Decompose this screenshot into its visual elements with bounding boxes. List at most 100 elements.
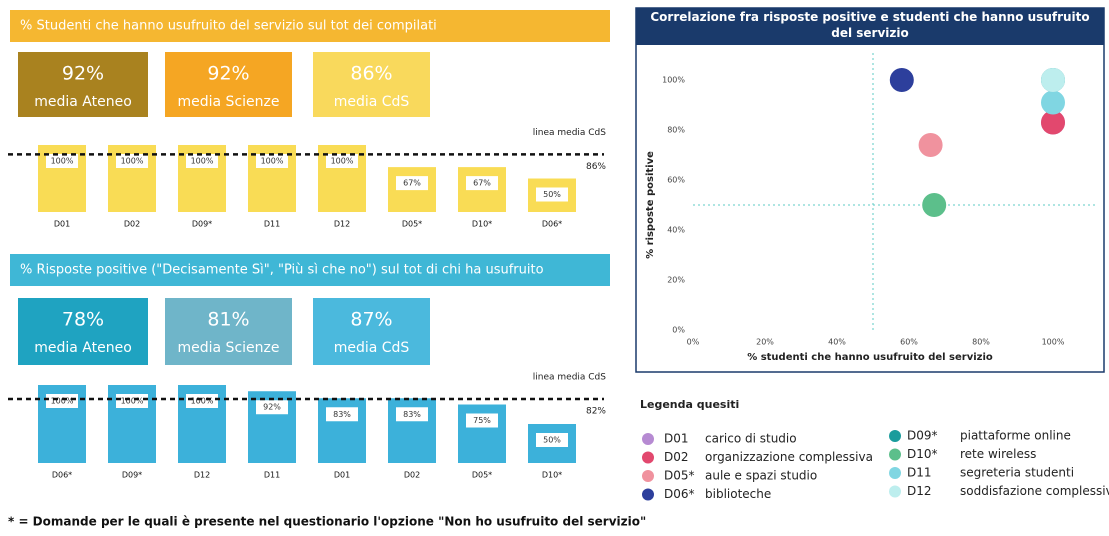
- value-label-box: [186, 394, 218, 408]
- value-label-box: [116, 394, 148, 408]
- value-label-box: [46, 394, 78, 408]
- value-label-box: [536, 433, 568, 447]
- category-label: D06*: [542, 220, 562, 229]
- bar: [458, 404, 506, 463]
- x-tick-label: 0%: [687, 338, 700, 347]
- kpi-label: media Scienze: [178, 94, 280, 110]
- value-label-box: [46, 154, 78, 168]
- legend-description: organizzazione complessiva: [705, 450, 873, 464]
- legend-name: D01: [664, 432, 689, 446]
- point: [922, 193, 947, 217]
- point: [1041, 110, 1065, 135]
- legend-description: segreteria studenti: [960, 466, 1074, 480]
- category-label: D10*: [472, 220, 492, 229]
- value-label-box: [396, 176, 428, 191]
- legend-name: D09*: [907, 429, 938, 443]
- reference-label: linea media CdS: [533, 373, 607, 383]
- kpi-label: media Ateneo: [34, 340, 132, 356]
- y-tick-label: 40%: [667, 226, 685, 235]
- y-axis-label: % risposte positive: [645, 151, 656, 259]
- value-label: 100%: [51, 397, 74, 406]
- kpi-box: [313, 298, 430, 365]
- legend-swatch: [889, 485, 901, 498]
- category-label: D02: [404, 471, 420, 480]
- kpi-value: 92%: [62, 63, 104, 85]
- point: [918, 133, 943, 157]
- value-label: 100%: [331, 157, 354, 166]
- banner-title: % Studenti che hanno usufruito del servi…: [20, 19, 437, 34]
- category-label: D06*: [52, 471, 72, 480]
- legend-name: D11: [907, 466, 932, 480]
- category-label: D10*: [542, 471, 562, 480]
- y-tick-label: 0%: [672, 326, 685, 335]
- legend-name: D06*: [664, 487, 695, 501]
- y-tick-label: 80%: [667, 126, 685, 135]
- panel-title-box: Correlazione fra risposte positive e stu…: [650, 10, 1090, 40]
- kpi-label: media CdS: [334, 340, 410, 356]
- value-label-box: [466, 413, 498, 428]
- value-label-box: [466, 176, 498, 191]
- value-label-box: [396, 407, 428, 422]
- category-label: D11: [264, 471, 280, 480]
- category-label: D05*: [472, 471, 492, 480]
- category-label: D09*: [192, 220, 212, 229]
- legend-description: piattaforme online: [960, 429, 1071, 443]
- kpi-box: [18, 52, 148, 117]
- reference-value: 82%: [586, 407, 606, 417]
- legend-name: D10*: [907, 447, 938, 461]
- value-label: 67%: [403, 179, 421, 188]
- reference-label: linea media CdS: [533, 128, 607, 138]
- panel: [635, 7, 1105, 373]
- legend-description: carico di studio: [705, 432, 797, 446]
- kpi-label: media CdS: [334, 94, 410, 110]
- value-label-box: [256, 154, 288, 168]
- category-label: D12: [194, 471, 210, 480]
- value-label: 92%: [263, 403, 281, 412]
- value-label-box: [326, 407, 358, 422]
- kpi-value: 78%: [62, 309, 104, 331]
- legend-swatch: [642, 451, 654, 464]
- x-tick-label: 40%: [828, 338, 846, 347]
- value-label: 100%: [191, 157, 214, 166]
- kpi-label: media Ateneo: [34, 94, 132, 110]
- legend-swatch: [642, 488, 654, 501]
- kpi-box: [313, 52, 430, 117]
- value-label: 100%: [261, 157, 284, 166]
- category-label: D02: [124, 220, 140, 229]
- footnote: * = Domande per le quali è presente nel …: [8, 515, 646, 529]
- legend-description: biblioteche: [705, 487, 771, 501]
- category-label: D01: [54, 220, 70, 229]
- kpi-value: 92%: [207, 63, 249, 85]
- legend-swatch: [889, 448, 901, 461]
- value-label: 50%: [543, 190, 561, 199]
- value-label: 75%: [473, 416, 491, 425]
- value-label: 83%: [333, 410, 351, 419]
- point: [1041, 68, 1065, 92]
- value-label-box: [186, 154, 218, 168]
- kpi-value: 86%: [350, 63, 392, 85]
- kpi-label: media Scienze: [178, 340, 280, 356]
- kpi-box: [165, 298, 292, 365]
- legend-name: D12: [907, 484, 932, 498]
- x-tick-label: 20%: [756, 338, 774, 347]
- value-label-box: [536, 187, 568, 202]
- point: [1041, 90, 1065, 115]
- reference-value: 86%: [586, 162, 606, 172]
- kpi-value: 87%: [350, 309, 392, 331]
- legend-description: soddisfazione complessiva: [960, 484, 1109, 498]
- value-label-box: [256, 400, 288, 415]
- category-label: D12: [334, 220, 350, 229]
- panel-title: Correlazione fra risposte positive e stu…: [650, 10, 1090, 40]
- y-tick-label: 60%: [667, 176, 685, 185]
- value-label: 100%: [191, 397, 214, 406]
- category-label: D09*: [122, 471, 142, 480]
- kpi-box: [18, 298, 148, 365]
- value-label: 50%: [543, 436, 561, 445]
- x-tick-label: 60%: [900, 338, 918, 347]
- legend-name: D02: [664, 450, 689, 464]
- y-tick-label: 20%: [667, 276, 685, 285]
- category-label: D11: [264, 220, 280, 229]
- value-label-box: [326, 154, 358, 168]
- legend-swatch: [642, 470, 654, 482]
